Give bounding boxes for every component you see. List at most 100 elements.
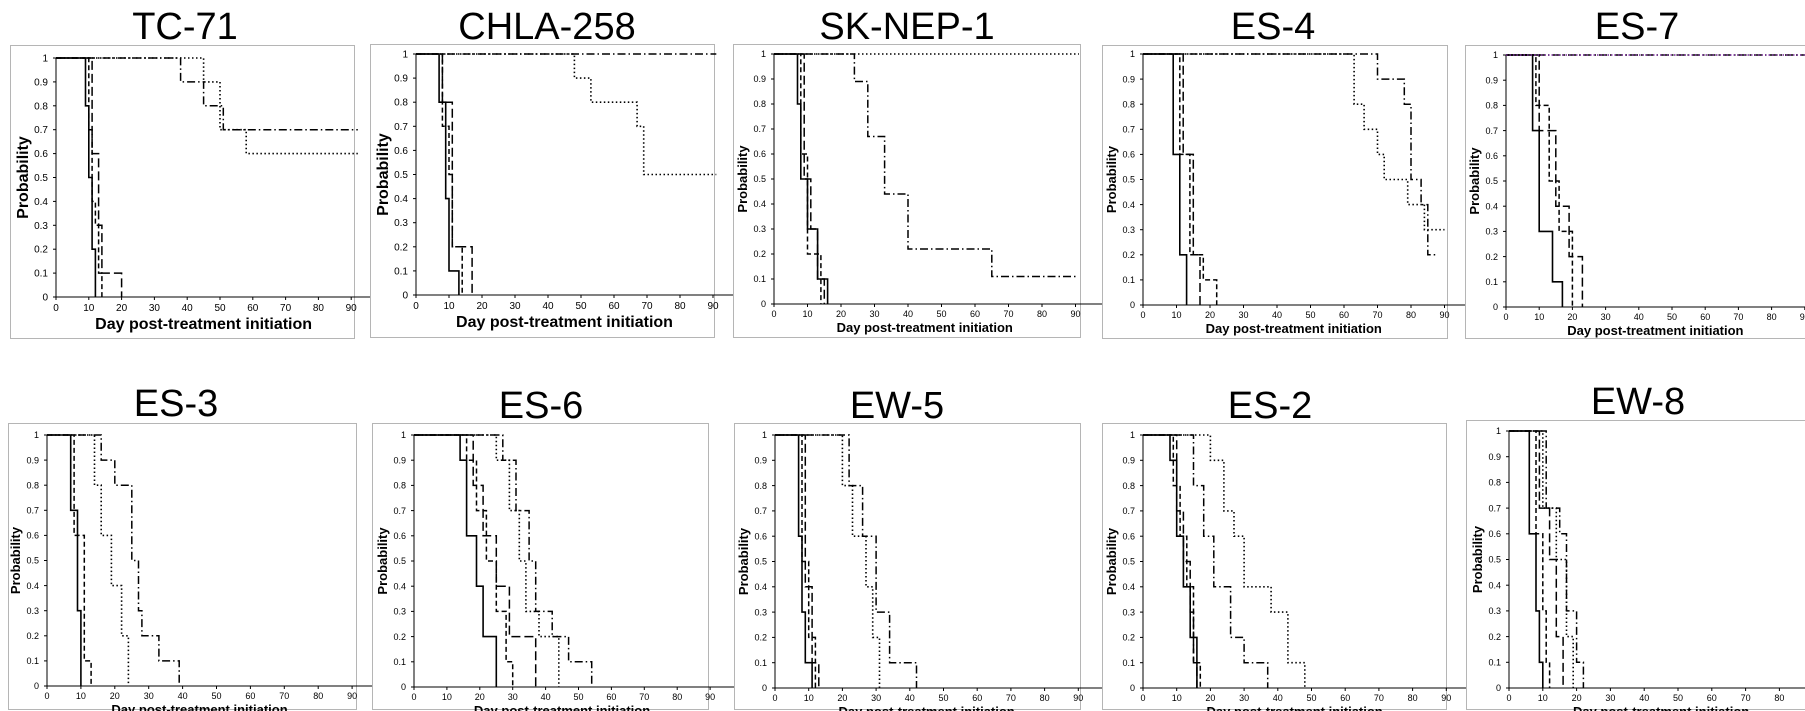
y-tick-label: 0.9 [1122, 455, 1135, 465]
survival-curve-dashed [775, 435, 815, 688]
y-axis-label: Probability [15, 136, 32, 219]
y-tick-label: 0.2 [26, 631, 39, 641]
y-tick-label: 0.8 [34, 101, 48, 112]
y-tick-label: 0.9 [753, 74, 766, 84]
y-tick-label: 0.9 [26, 455, 39, 465]
x-tick-label: 80 [1408, 693, 1418, 703]
survival-plot: 00.10.20.30.40.50.60.70.80.910 10 20 30 40 50… [9, 424, 358, 711]
x-tick-label: 60 [970, 309, 980, 319]
survival-curve-dotted [414, 435, 559, 687]
y-tick-label: 0.6 [26, 531, 39, 541]
y-tick-label: 0 [1130, 683, 1135, 693]
y-tick-label: 0.6 [1122, 531, 1135, 541]
x-tick-label: 80 [1037, 309, 1047, 319]
y-tick-label: 0.5 [34, 173, 48, 184]
survival-curve-dotted [47, 435, 128, 686]
y-tick-label: 0.4 [1122, 200, 1135, 210]
x-tick-label: 0 [53, 303, 59, 314]
x-tick-label: 70 [280, 303, 292, 314]
y-tick-label: 0.3 [1485, 227, 1498, 237]
chart-panel: 0 0.1 0.2 0.3 0.4 0.5 0.6 0.7 0.8 0.9 1 0 10 20 30 40 50… [1466, 420, 1805, 710]
x-tick-label: 70 [1372, 310, 1382, 320]
x-tick-label: 20 [1572, 693, 1582, 703]
y-tick-label: 0.2 [34, 245, 48, 256]
x-tick-label: 30 [508, 692, 518, 702]
x-tick-label: 80 [674, 301, 686, 312]
y-tick-label: 0.2 [753, 249, 766, 259]
y-tick-label: 0.1 [753, 274, 766, 284]
survival-curve-longdash [1143, 435, 1197, 688]
y-tick-label: 0.1 [1485, 277, 1498, 287]
y-tick-label: 0.6 [754, 531, 767, 541]
x-tick-label: 60 [245, 691, 255, 701]
x-tick-label: 30 [1239, 693, 1249, 703]
x-tick-label: 70 [1741, 693, 1751, 703]
y-tick-label: 0 [401, 682, 406, 692]
y-tick-label: 0.8 [26, 480, 39, 490]
y-tick-label: 0.5 [1485, 176, 1498, 186]
y-tick-label: 0.1 [754, 658, 767, 668]
survival-curve-dashdot [775, 435, 917, 688]
x-tick-label: 50 [1306, 693, 1316, 703]
axis-line [56, 58, 384, 297]
x-tick-label: 80 [313, 303, 325, 314]
x-tick-label: 30 [509, 301, 521, 312]
y-tick-label: 0.6 [1485, 151, 1498, 161]
x-tick-label: 80 [672, 692, 682, 702]
survival-plot: 00.10.20.30.40.50.60.70.80.910 10 20 30 40 50… [373, 424, 710, 711]
y-tick-label: 0.5 [1122, 175, 1135, 185]
y-tick-label: 1 [402, 50, 408, 61]
x-tick-label: 20 [475, 692, 485, 702]
x-tick-label: 30 [149, 303, 161, 314]
x-tick-label: 10 [802, 309, 812, 319]
x-tick-label: 30 [144, 691, 154, 701]
x-tick-label: 90 [1073, 693, 1083, 703]
y-tick-label: 0.1 [1488, 657, 1501, 667]
x-tick-label: 50 [1673, 693, 1683, 703]
survival-plot: 00.10.20.30.40.50.60.70.80.910 10 20 30 40 50… [1466, 46, 1805, 340]
survival-curve-longdash [1506, 55, 1582, 307]
chart-panel: 0 0.1 0.2 0.3 0.4 0.5 0.6 0.7 0.8 0.9 1 0 10 20 30 40 50… [370, 44, 715, 338]
y-tick-label: 0.2 [1122, 633, 1135, 643]
chart-panel: 0 0.1 0.2 0.3 0.4 0.5 0.6 0.7 0.8 0.9 1 0 10 20 30 40 50… [734, 423, 1081, 710]
y-tick-label: 1 [401, 430, 406, 440]
y-tick-label: 0.7 [34, 125, 48, 136]
x-tick-label: 90 [705, 692, 715, 702]
y-tick-label: 0.4 [393, 581, 406, 591]
y-tick-label: 0.3 [393, 607, 406, 617]
chart-title: ES-6 [499, 387, 583, 425]
x-tick-label: 10 [442, 692, 452, 702]
axis-line [775, 435, 1112, 688]
y-tick-label: 0.6 [1122, 150, 1135, 160]
x-tick-label: 90 [1439, 310, 1449, 320]
y-axis-label: Probability [736, 527, 751, 595]
survival-curve-dashdot [414, 435, 592, 687]
x-tick-label: 60 [608, 301, 620, 312]
survival-curve-solid [1509, 431, 1543, 688]
y-tick-label: 0.8 [1122, 99, 1135, 109]
x-tick-label: 50 [936, 309, 946, 319]
x-tick-label: 30 [1605, 693, 1615, 703]
chart-title: TC-71 [132, 8, 238, 46]
y-tick-label: 0.3 [754, 607, 767, 617]
y-tick-label: 0.7 [754, 506, 767, 516]
y-tick-label: 0 [1493, 302, 1498, 312]
x-tick-label: 10 [1172, 693, 1182, 703]
survival-curve-dashed [47, 435, 91, 686]
y-tick-label: 0.4 [1485, 201, 1498, 211]
y-tick-label: 0.6 [1488, 529, 1501, 539]
survival-curve-solid [1506, 55, 1562, 307]
y-tick-label: 0.7 [753, 124, 766, 134]
y-tick-label: 0.5 [1122, 557, 1135, 567]
x-tick-label: 0 [44, 691, 49, 701]
chart-panel: 0 0.1 0.2 0.3 0.4 0.5 0.6 0.7 0.8 0.9 1 0 10 20 30 40 50… [10, 45, 355, 339]
y-tick-label: 0.8 [394, 98, 408, 109]
survival-curve-longdash [416, 54, 472, 295]
x-tick-label: 70 [641, 301, 653, 312]
survival-plot: 00.10.20.30.40.50.60.70.80.910 10 20 30 40 50… [11, 46, 356, 340]
x-tick-label: 50 [573, 692, 583, 702]
y-tick-label: 0.3 [34, 221, 48, 232]
x-tick-label: 70 [639, 692, 649, 702]
y-tick-label: 1 [1130, 430, 1135, 440]
